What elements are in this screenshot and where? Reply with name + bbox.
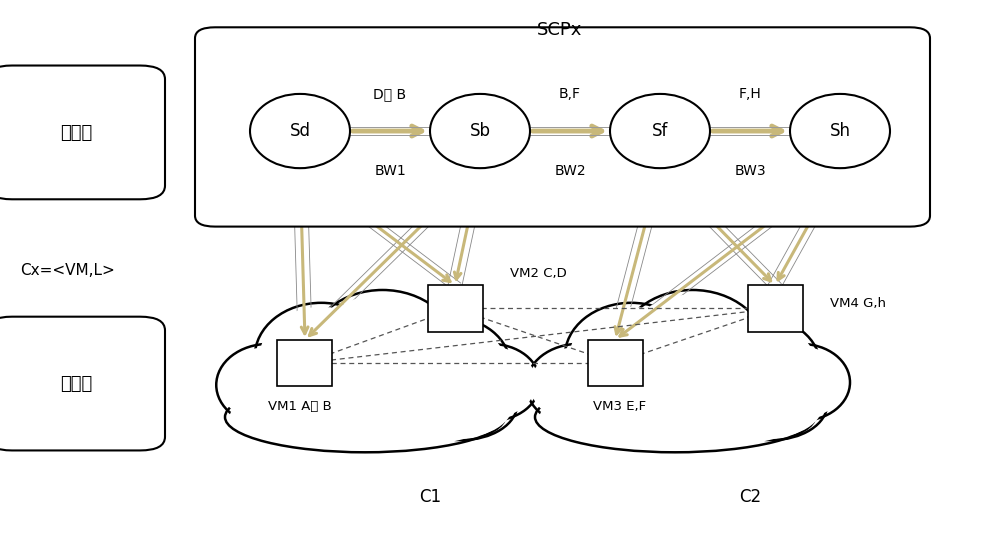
Ellipse shape (535, 382, 815, 452)
Ellipse shape (698, 317, 820, 414)
Bar (277, 340, 332, 387)
Text: SCPx: SCPx (537, 21, 583, 39)
Ellipse shape (530, 347, 627, 423)
Bar (588, 340, 642, 387)
Ellipse shape (260, 307, 383, 407)
Ellipse shape (790, 94, 890, 168)
Ellipse shape (250, 94, 350, 168)
Text: BW1: BW1 (374, 164, 406, 178)
FancyBboxPatch shape (0, 66, 165, 199)
Ellipse shape (553, 371, 657, 437)
Ellipse shape (625, 294, 760, 403)
Bar (428, 285, 482, 331)
Ellipse shape (430, 94, 530, 168)
Ellipse shape (610, 94, 710, 168)
Ellipse shape (225, 382, 505, 452)
Text: D， B: D， B (373, 87, 407, 101)
Ellipse shape (719, 371, 823, 437)
FancyBboxPatch shape (195, 27, 930, 227)
Text: VM2 C,D: VM2 C,D (510, 267, 567, 280)
Text: Sf: Sf (652, 122, 668, 140)
Ellipse shape (539, 385, 811, 449)
Ellipse shape (255, 303, 388, 411)
Ellipse shape (220, 347, 317, 423)
Ellipse shape (702, 321, 816, 411)
Text: BW3: BW3 (734, 164, 766, 178)
Ellipse shape (405, 368, 517, 440)
Bar (748, 285, 802, 331)
Text: Sb: Sb (470, 122, 490, 140)
Text: 服务层: 服务层 (60, 124, 92, 141)
Text: 虚拟层: 虚拟层 (60, 375, 92, 393)
Text: Sh: Sh (830, 122, 850, 140)
Ellipse shape (565, 303, 698, 411)
Text: Sd: Sd (290, 122, 310, 140)
Text: Cx=<VM,L>: Cx=<VM,L> (20, 263, 115, 278)
Ellipse shape (216, 344, 321, 426)
Ellipse shape (446, 347, 536, 418)
Ellipse shape (388, 317, 510, 414)
Ellipse shape (409, 371, 513, 437)
Ellipse shape (756, 347, 846, 418)
Ellipse shape (570, 307, 693, 407)
Ellipse shape (309, 290, 456, 408)
Ellipse shape (239, 368, 351, 440)
Ellipse shape (619, 290, 766, 408)
Ellipse shape (715, 368, 827, 440)
Text: VM4 G,h: VM4 G,h (830, 296, 886, 310)
Ellipse shape (243, 371, 347, 437)
Text: C1: C1 (419, 488, 441, 506)
Ellipse shape (526, 344, 631, 426)
Ellipse shape (752, 344, 850, 421)
Text: B,F: B,F (559, 87, 581, 101)
Ellipse shape (442, 344, 540, 421)
Text: BW2: BW2 (554, 164, 586, 178)
Text: C2: C2 (739, 488, 761, 506)
Ellipse shape (229, 385, 501, 449)
Text: VM1 A， B: VM1 A， B (268, 400, 332, 413)
Ellipse shape (315, 294, 450, 403)
FancyBboxPatch shape (0, 317, 165, 450)
Text: VM3 E,F: VM3 E,F (593, 400, 647, 413)
Text: F,H: F,H (739, 87, 761, 101)
Ellipse shape (549, 368, 661, 440)
Ellipse shape (392, 321, 506, 411)
